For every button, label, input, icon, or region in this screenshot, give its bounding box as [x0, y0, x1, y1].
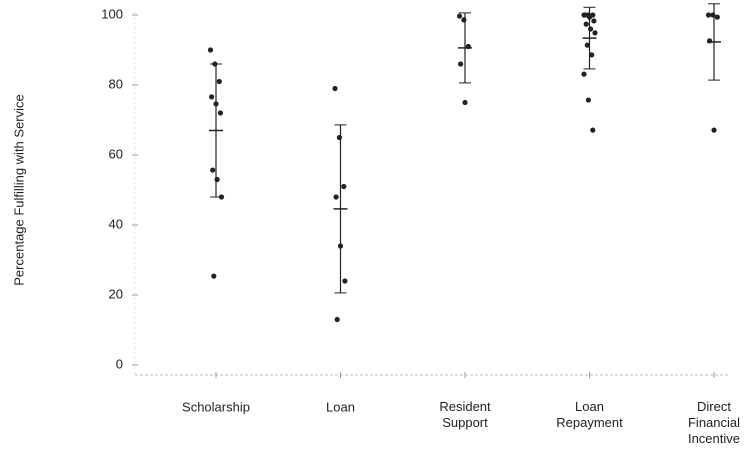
x-tick-label: Loan Repayment [556, 399, 623, 430]
data-point [456, 13, 463, 19]
data-point [461, 17, 467, 23]
data-point [711, 127, 717, 133]
y-tick-label: 80 [109, 76, 123, 91]
data-point [216, 78, 222, 85]
data-point [705, 12, 712, 18]
data-point [710, 12, 716, 18]
data-point [591, 18, 597, 24]
data-point [217, 110, 223, 116]
y-tick-label: 20 [109, 286, 123, 301]
y-tick-label: 40 [109, 216, 123, 231]
data-point [342, 278, 348, 284]
x-tick-label: Direct Financial Incentive [688, 399, 740, 446]
data-point [592, 30, 598, 36]
data-point [337, 243, 344, 249]
data-point [585, 97, 592, 103]
data-point [714, 14, 720, 20]
x-tick-label: Scholarship [182, 399, 250, 414]
data-point [586, 14, 593, 20]
data-point [341, 183, 347, 190]
data-point [582, 12, 588, 18]
data-point [462, 99, 468, 106]
data-point [458, 61, 464, 67]
data-point [581, 71, 587, 77]
data-point [214, 176, 220, 183]
y-axis-title: Percentage Fulfilling with Service [11, 94, 26, 285]
x-tick-label: Loan [326, 399, 355, 414]
y-tick-label: 0 [116, 356, 123, 371]
data-point [590, 127, 596, 133]
data-point [218, 194, 225, 200]
data-point [333, 194, 339, 200]
data-point [336, 134, 342, 141]
data-point [212, 61, 218, 67]
data-point [209, 94, 215, 100]
data-point [207, 47, 214, 53]
data-point [213, 101, 219, 107]
data-point [707, 38, 713, 44]
y-tick-label: 60 [109, 146, 123, 161]
x-tick-label: Resident Support [439, 399, 491, 430]
y-tick-label: 100 [101, 6, 123, 21]
data-point [584, 42, 590, 48]
data-point [588, 26, 594, 32]
data-point [210, 167, 216, 173]
data-point [583, 21, 589, 27]
data-point [211, 273, 217, 279]
data-point [334, 316, 340, 323]
data-point [589, 52, 595, 58]
data-point [332, 85, 338, 92]
data-point [465, 43, 471, 50]
